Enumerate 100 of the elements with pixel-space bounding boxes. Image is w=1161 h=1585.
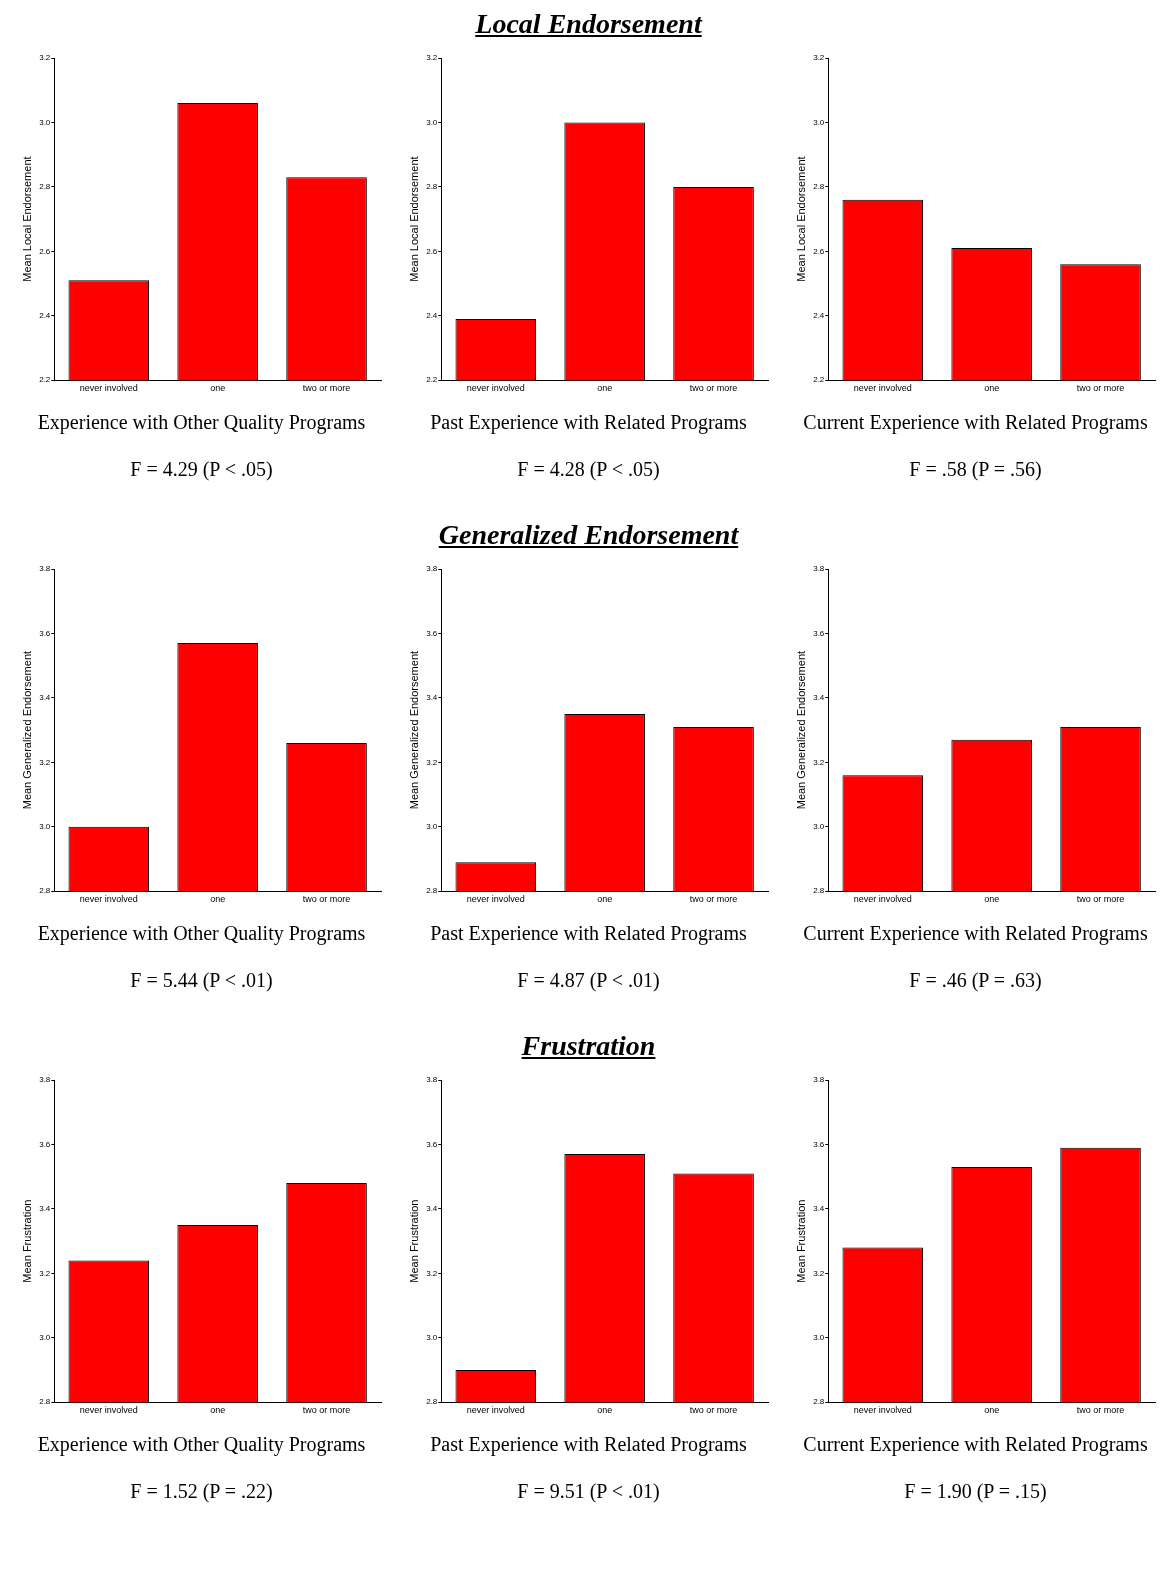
x-tick-label: one [983, 383, 999, 394]
y-tick-label: 2.6 [38, 246, 51, 256]
x-tick-label: two or more [689, 1405, 737, 1416]
x-axis-title: Past Experience with Related Programs [430, 411, 747, 434]
x-tick-label: one [209, 894, 225, 905]
x-axis-title: Current Experience with Related Programs [803, 1433, 1148, 1456]
y-axis-title: Mean Frustration [794, 1199, 807, 1283]
text: F = 1.52 (P = .22) [130, 1480, 273, 1503]
y-tick-label: 3.4 [812, 693, 825, 703]
x-tick-label: never involved [79, 1405, 138, 1416]
y-tick-label: 2.8 [812, 886, 825, 896]
x-tick-label: never involved [853, 1405, 912, 1416]
y-axis-title: Mean Local Endorsement [20, 156, 33, 282]
y-tick-label: 3.2 [812, 1268, 825, 1278]
y-axis-title: Mean Generalized Endorsement [407, 650, 420, 810]
y-tick-label: 2.8 [425, 182, 438, 192]
x-tick-label: one [596, 383, 612, 394]
x-axis-title: Past Experience with Related Programs [430, 1433, 747, 1456]
y-tick-label: 3.2 [812, 757, 825, 767]
y-axis-title: Mean Local Endorsement [407, 156, 420, 282]
y-tick-label: 2.4 [38, 310, 51, 320]
y-tick-label: 2.8 [812, 182, 825, 192]
x-tick-label: two or more [302, 1405, 350, 1416]
y-tick-label: 3.0 [812, 821, 825, 831]
x-tick-label: never involved [79, 383, 138, 394]
y-tick-label: 3.2 [425, 1268, 438, 1278]
y-tick-label: 3.8 [38, 1075, 51, 1085]
x-axis-title: Experience with Other Quality Programs [37, 922, 366, 945]
x-tick-label: one [209, 383, 225, 394]
x-tick-label: two or more [302, 894, 350, 905]
y-tick-label: 3.6 [38, 628, 51, 638]
y-tick-label: 3.0 [425, 1332, 438, 1342]
y-tick-label: 3.8 [425, 1075, 438, 1085]
y-tick-label: 2.8 [38, 182, 51, 192]
x-tick-label: two or more [1076, 1405, 1124, 1416]
y-tick-label: 3.2 [425, 757, 438, 767]
y-tick-label: 2.8 [812, 1397, 825, 1407]
y-tick-label: 2.2 [812, 375, 825, 385]
y-tick-label: 3.0 [38, 821, 51, 831]
y-axis-title: Mean Generalized Endorsement [794, 650, 807, 810]
y-tick-label: 3.2 [38, 53, 51, 63]
y-tick-label: 3.6 [812, 628, 825, 638]
y-tick-label: 2.4 [425, 310, 438, 320]
x-tick-label: two or more [1076, 383, 1124, 394]
y-tick-label: 3.4 [38, 1204, 51, 1214]
y-tick-label: 2.8 [425, 886, 438, 896]
y-tick-label: 3.4 [425, 1204, 438, 1214]
x-tick-label: never involved [466, 383, 525, 394]
y-tick-label: 3.6 [425, 628, 438, 638]
y-tick-label: 3.6 [812, 1139, 825, 1149]
x-axis-title: Current Experience with Related Programs [803, 922, 1148, 945]
y-tick-label: 3.0 [812, 117, 825, 127]
y-axis-title: Mean Local Endorsement [794, 156, 807, 282]
chart-title: Local Endorsement [475, 8, 702, 41]
x-axis-title: Current Experience with Related Programs [803, 411, 1148, 434]
y-axis-title: Mean Frustration [407, 1199, 420, 1283]
text: F = 4.29 (P < .05) [130, 458, 273, 481]
y-axis-title: Mean Frustration [20, 1199, 33, 1283]
chart-title: Generalized Endorsement [438, 519, 739, 552]
y-tick-label: 2.8 [38, 1397, 51, 1407]
x-tick-label: never involved [466, 894, 525, 905]
x-tick-label: never involved [466, 1405, 525, 1416]
y-tick-label: 3.8 [812, 1075, 825, 1085]
y-tick-label: 2.2 [425, 375, 438, 385]
text: F = .46 (P = .63) [909, 969, 1042, 992]
y-tick-label: 2.8 [425, 1397, 438, 1407]
text: F = 4.28 (P < .05) [517, 458, 660, 481]
y-tick-label: 3.0 [812, 1332, 825, 1342]
x-tick-label: never involved [853, 383, 912, 394]
y-tick-label: 3.2 [38, 757, 51, 767]
x-tick-label: one [596, 1405, 612, 1416]
y-tick-label: 2.4 [812, 310, 825, 320]
x-tick-label: never involved [853, 894, 912, 905]
y-tick-label: 3.6 [38, 1139, 51, 1149]
x-tick-label: one [209, 1405, 225, 1416]
x-axis-title: Past Experience with Related Programs [430, 922, 747, 945]
y-tick-label: 3.4 [812, 1204, 825, 1214]
y-tick-label: 3.8 [812, 564, 825, 574]
x-tick-label: one [983, 1405, 999, 1416]
y-tick-label: 3.2 [38, 1268, 51, 1278]
y-tick-label: 3.2 [812, 53, 825, 63]
text: F = 5.44 (P < .01) [130, 969, 273, 992]
y-axis-title: Mean Generalized Endorsement [20, 650, 33, 810]
x-axis-title: Experience with Other Quality Programs [37, 1433, 366, 1456]
y-tick-label: 2.2 [38, 375, 51, 385]
y-tick-label: 3.0 [38, 1332, 51, 1342]
text: F = 9.51 (P < .01) [517, 1480, 660, 1503]
chart-title: Frustration [521, 1030, 656, 1063]
x-tick-label: two or more [689, 383, 737, 394]
y-tick-label: 3.2 [425, 53, 438, 63]
y-tick-label: 3.8 [38, 564, 51, 574]
x-tick-label: one [596, 894, 612, 905]
text: F = .58 (P = .56) [909, 458, 1042, 481]
text: F = 1.90 (P = .15) [904, 1480, 1047, 1503]
y-tick-label: 3.0 [425, 821, 438, 831]
y-tick-label: 2.8 [38, 886, 51, 896]
x-tick-label: two or more [1076, 894, 1124, 905]
x-axis-title: Experience with Other Quality Programs [37, 411, 366, 434]
x-tick-label: two or more [302, 383, 350, 394]
y-tick-label: 3.0 [38, 117, 51, 127]
